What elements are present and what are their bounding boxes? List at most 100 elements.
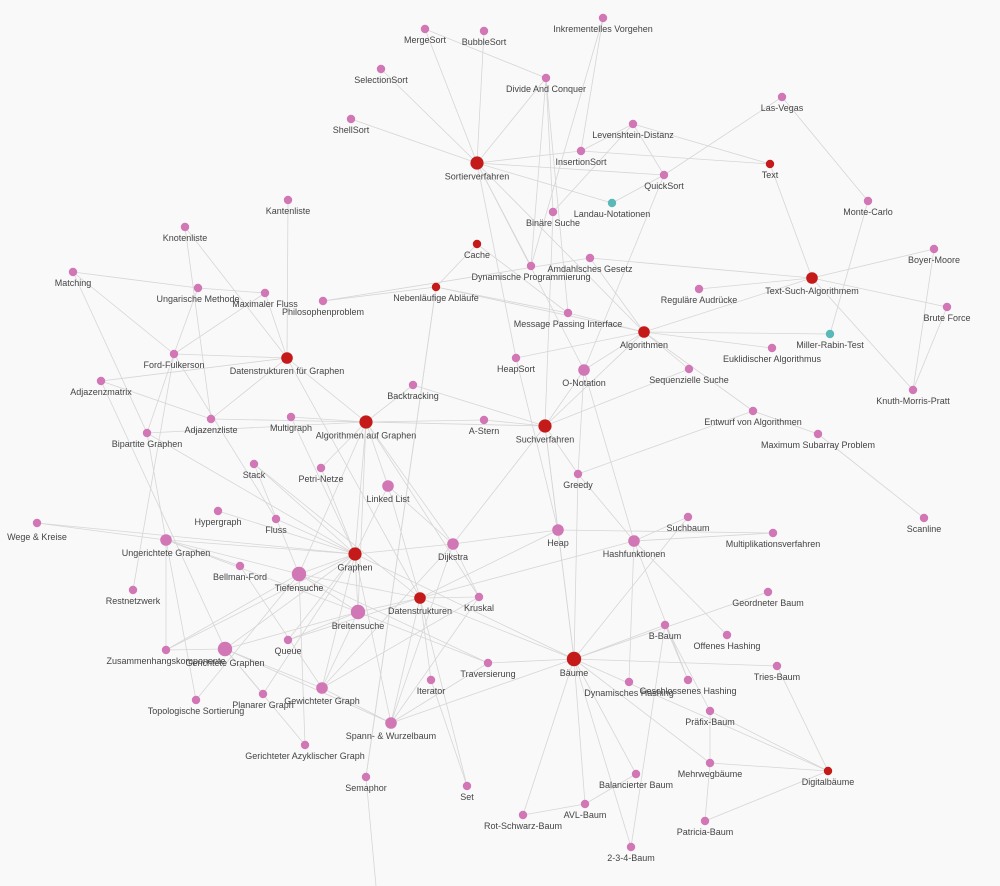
- node-fluss[interactable]: Fluss: [265, 514, 287, 535]
- node-dynprog[interactable]: Dynamische Programmierung: [471, 261, 591, 282]
- node-multigraph[interactable]: Multigraph: [270, 412, 312, 433]
- node-set[interactable]: Set: [460, 781, 474, 802]
- node-geschlhash[interactable]: Geschlossenes Hashing: [639, 675, 737, 696]
- node-millerrabin[interactable]: Miller-Rabin-Test: [796, 329, 864, 350]
- node-dot-multigraph[interactable]: [286, 412, 296, 422]
- node-shell[interactable]: ShellSort: [333, 114, 370, 135]
- node-dot-avl[interactable]: [580, 799, 590, 809]
- node-dot-suchbaum[interactable]: [683, 512, 693, 522]
- node-dot-bellman[interactable]: [235, 561, 245, 571]
- node-dot-landau[interactable]: [607, 198, 617, 208]
- node-dot-dijkstra[interactable]: [447, 538, 459, 550]
- node-adjliste[interactable]: Adjazenzliste: [184, 414, 238, 435]
- node-restnetz[interactable]: Restnetzwerk: [106, 585, 161, 606]
- node-dot-knuth[interactable]: [908, 385, 918, 395]
- node-quick[interactable]: QuickSort: [644, 170, 684, 191]
- node-levenshtein[interactable]: Levenshtein-Distanz: [592, 119, 674, 140]
- node-dot-graphen[interactable]: [348, 547, 362, 561]
- node-dot-patricia[interactable]: [700, 816, 710, 826]
- node-dot-adjmatrix[interactable]: [96, 376, 106, 386]
- node-dot-merge[interactable]: [420, 24, 430, 34]
- node-wege[interactable]: Wege & Kreise: [7, 518, 67, 542]
- node-dot-dynhash[interactable]: [624, 677, 634, 687]
- node-dot-shell[interactable]: [346, 114, 356, 124]
- node-dot-hypergraph[interactable]: [213, 506, 223, 516]
- node-traversierung[interactable]: Traversierung: [460, 658, 516, 679]
- node-avl[interactable]: AVL-Baum: [564, 799, 607, 820]
- node-dot-queue[interactable]: [283, 635, 293, 645]
- node-dot-entwurf[interactable]: [748, 406, 758, 416]
- node-dot-gewichtet[interactable]: [316, 682, 328, 694]
- node-linkedlist[interactable]: Linked List: [366, 480, 410, 504]
- node-dot-cache[interactable]: [472, 239, 482, 249]
- node-sequenziell[interactable]: Sequenzielle Suche: [649, 364, 729, 385]
- node-astern[interactable]: A-Stern: [469, 415, 500, 436]
- node-stack[interactable]: Stack: [243, 459, 266, 480]
- node-dot-stack[interactable]: [249, 459, 259, 469]
- node-dot-set[interactable]: [462, 781, 472, 791]
- node-patricia[interactable]: Patricia-Baum: [677, 816, 734, 837]
- node-inkr[interactable]: Inkrementelles Vorgehen: [553, 13, 653, 34]
- node-dot-dsnodes[interactable]: [414, 592, 426, 604]
- node-dsgraphen[interactable]: Datenstrukturen für Graphen: [230, 352, 345, 376]
- node-dot-wege[interactable]: [32, 518, 42, 528]
- node-petri[interactable]: Petri-Netze: [298, 463, 344, 484]
- node-graphen[interactable]: Graphen: [337, 547, 373, 573]
- node-matching[interactable]: Matching: [55, 267, 92, 288]
- node-dot-backtracking[interactable]: [408, 380, 418, 390]
- node-zusammen[interactable]: Zusammenhangskomponente: [106, 645, 226, 666]
- node-topo[interactable]: Topologische Sortierung: [148, 695, 245, 716]
- node-entwurf[interactable]: Entwurf von Algorithmen: [704, 406, 802, 427]
- node-dot-hashfkt[interactable]: [628, 535, 640, 547]
- node-dot-gerichtet[interactable]: [217, 641, 233, 657]
- node-maxsub[interactable]: Maximum Subarray Problem: [761, 429, 875, 450]
- node-spann[interactable]: Spann- & Wurzelbaum: [346, 717, 436, 741]
- node-philo[interactable]: Philosophenproblem: [282, 296, 364, 317]
- node-rotschwarz[interactable]: Rot-Schwarz-Baum: [484, 810, 562, 831]
- node-dot-maxsub[interactable]: [813, 429, 823, 439]
- node-dot-quick[interactable]: [659, 170, 669, 180]
- node-heapsort[interactable]: HeapSort: [497, 353, 536, 374]
- node-dot-offenhash[interactable]: [722, 630, 732, 640]
- node-dot-dag[interactable]: [300, 740, 310, 750]
- node-dot-multipl[interactable]: [768, 528, 778, 538]
- node-scanline[interactable]: Scanline: [907, 513, 942, 534]
- node-dot-dsgraphen[interactable]: [281, 352, 293, 364]
- node-dot-kruskal[interactable]: [474, 592, 484, 602]
- node-baum234[interactable]: 2-3-4-Baum: [607, 842, 655, 863]
- node-dot-praefix[interactable]: [705, 706, 715, 716]
- node-balanciert[interactable]: Balancierter Baum: [599, 769, 673, 790]
- node-dot-millerrabin[interactable]: [825, 329, 835, 339]
- node-dot-boyer[interactable]: [929, 244, 939, 254]
- node-tries[interactable]: Tries-Baum: [754, 661, 800, 682]
- node-dot-sequenziell[interactable]: [684, 364, 694, 374]
- node-dijkstra[interactable]: Dijkstra: [438, 538, 468, 562]
- node-kantenliste[interactable]: Kantenliste: [266, 195, 311, 216]
- node-algographen[interactable]: Algorithmen auf Graphen: [316, 415, 417, 441]
- node-dot-onotation[interactable]: [578, 364, 590, 376]
- node-dot-maxfluss[interactable]: [260, 288, 270, 298]
- node-text[interactable]: Text: [762, 159, 779, 180]
- node-dot-binaer[interactable]: [548, 207, 558, 217]
- node-dot-spann[interactable]: [385, 717, 397, 729]
- node-suchverf[interactable]: Suchverfahren: [516, 419, 575, 445]
- node-bipartit[interactable]: Bipartite Graphen: [112, 428, 183, 449]
- node-montecarlo[interactable]: Monte-Carlo: [843, 196, 893, 217]
- node-dot-heap[interactable]: [552, 524, 564, 536]
- node-dynhash[interactable]: Dynamisches Hashing: [584, 677, 674, 698]
- node-digital[interactable]: Digitalbäume: [802, 766, 855, 787]
- node-dot-regulaer[interactable]: [694, 284, 704, 294]
- node-dot-textsuch[interactable]: [806, 272, 818, 284]
- node-amdahl[interactable]: Amdahlsches Gesetz: [547, 253, 633, 274]
- node-merge[interactable]: MergeSort: [404, 24, 447, 45]
- node-greedy[interactable]: Greedy: [563, 469, 593, 490]
- node-dot-montecarlo[interactable]: [863, 196, 873, 206]
- node-dot-ungarisch[interactable]: [193, 283, 203, 293]
- node-divide[interactable]: Divide And Conquer: [506, 73, 586, 94]
- node-dot-geschlhash[interactable]: [683, 675, 693, 685]
- node-dot-digital[interactable]: [823, 766, 833, 776]
- node-dot-greedy[interactable]: [573, 469, 583, 479]
- node-algorithmen[interactable]: Algorithmen: [620, 326, 668, 350]
- node-backtracking[interactable]: Backtracking: [387, 380, 439, 401]
- node-textsuch[interactable]: Text-Such-Algorithmem: [765, 272, 859, 296]
